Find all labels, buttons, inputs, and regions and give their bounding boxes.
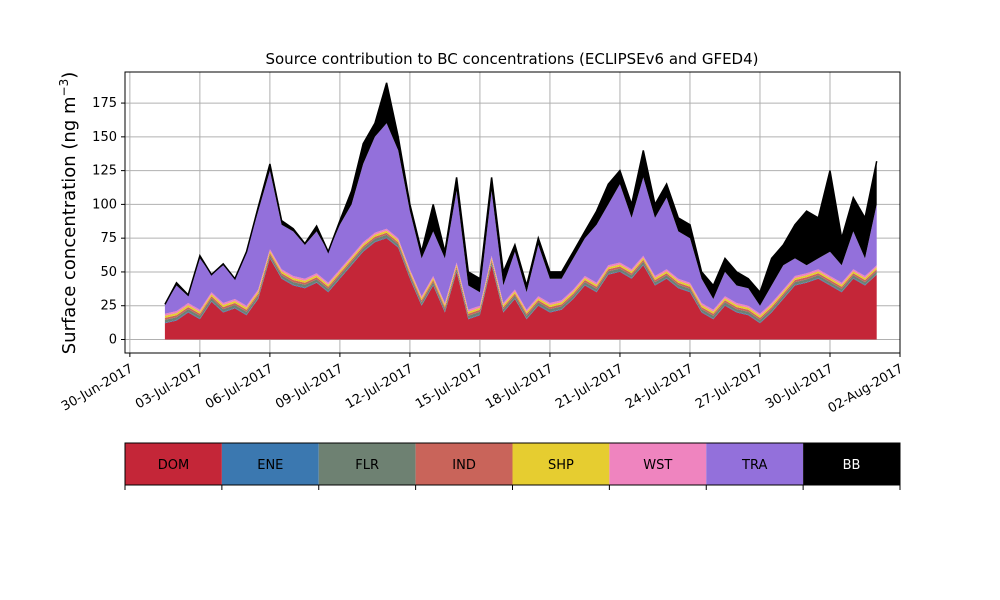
y-axis-ticks: 0 25 50 75 100 125 150 175: [92, 96, 125, 347]
area-dom: [164, 238, 877, 340]
legend-swatch-dom: [125, 443, 222, 485]
legend-label-dom: DOM: [158, 458, 189, 473]
y-tick-label: 25: [100, 299, 117, 314]
legend-swatch-wst: [609, 443, 707, 485]
legend-swatch-ene: [221, 443, 319, 485]
y-tick-label: 75: [100, 231, 117, 246]
y-axis-label: Surface concentration (ng m−3): [57, 72, 80, 355]
plot-frame: [124, 71, 901, 354]
legend-label-shp: SHP: [548, 458, 574, 473]
y-tick-label: 0: [109, 332, 117, 347]
legend-swatch-tra: [706, 443, 804, 485]
legend-colorbar: DOM ENE FLR IND SHP WST TRA BB: [124, 442, 901, 490]
y-tick-label: 125: [92, 164, 117, 179]
legend-swatch-shp: [512, 443, 610, 485]
legend-label-tra: TRA: [741, 458, 767, 473]
stacked-areas: [164, 82, 878, 340]
area-tra: [164, 123, 877, 314]
y-tick-label: 100: [92, 197, 117, 212]
y-tick-label: 50: [100, 265, 117, 280]
y-tick-label: 150: [92, 130, 117, 145]
chart-title: Source contribution to BC concentrations…: [265, 50, 758, 68]
legend-swatch-bb: [803, 443, 900, 485]
y-axis-label-superscript: −3: [57, 79, 71, 97]
y-axis-label-close: ): [59, 72, 80, 79]
legend-label-flr: FLR: [355, 458, 379, 473]
legend-label-ene: ENE: [257, 458, 283, 473]
legend-swatch-flr: [318, 443, 416, 485]
legend-label-wst: WST: [643, 458, 672, 473]
y-axis-label-main: Surface concentration (ng m: [59, 96, 80, 354]
legend-label-ind: IND: [452, 458, 476, 473]
legend-label-bb: BB: [843, 458, 861, 473]
total-outline: [164, 82, 878, 305]
y-tick-label: 175: [92, 96, 117, 111]
legend-swatch-ind: [415, 443, 513, 485]
